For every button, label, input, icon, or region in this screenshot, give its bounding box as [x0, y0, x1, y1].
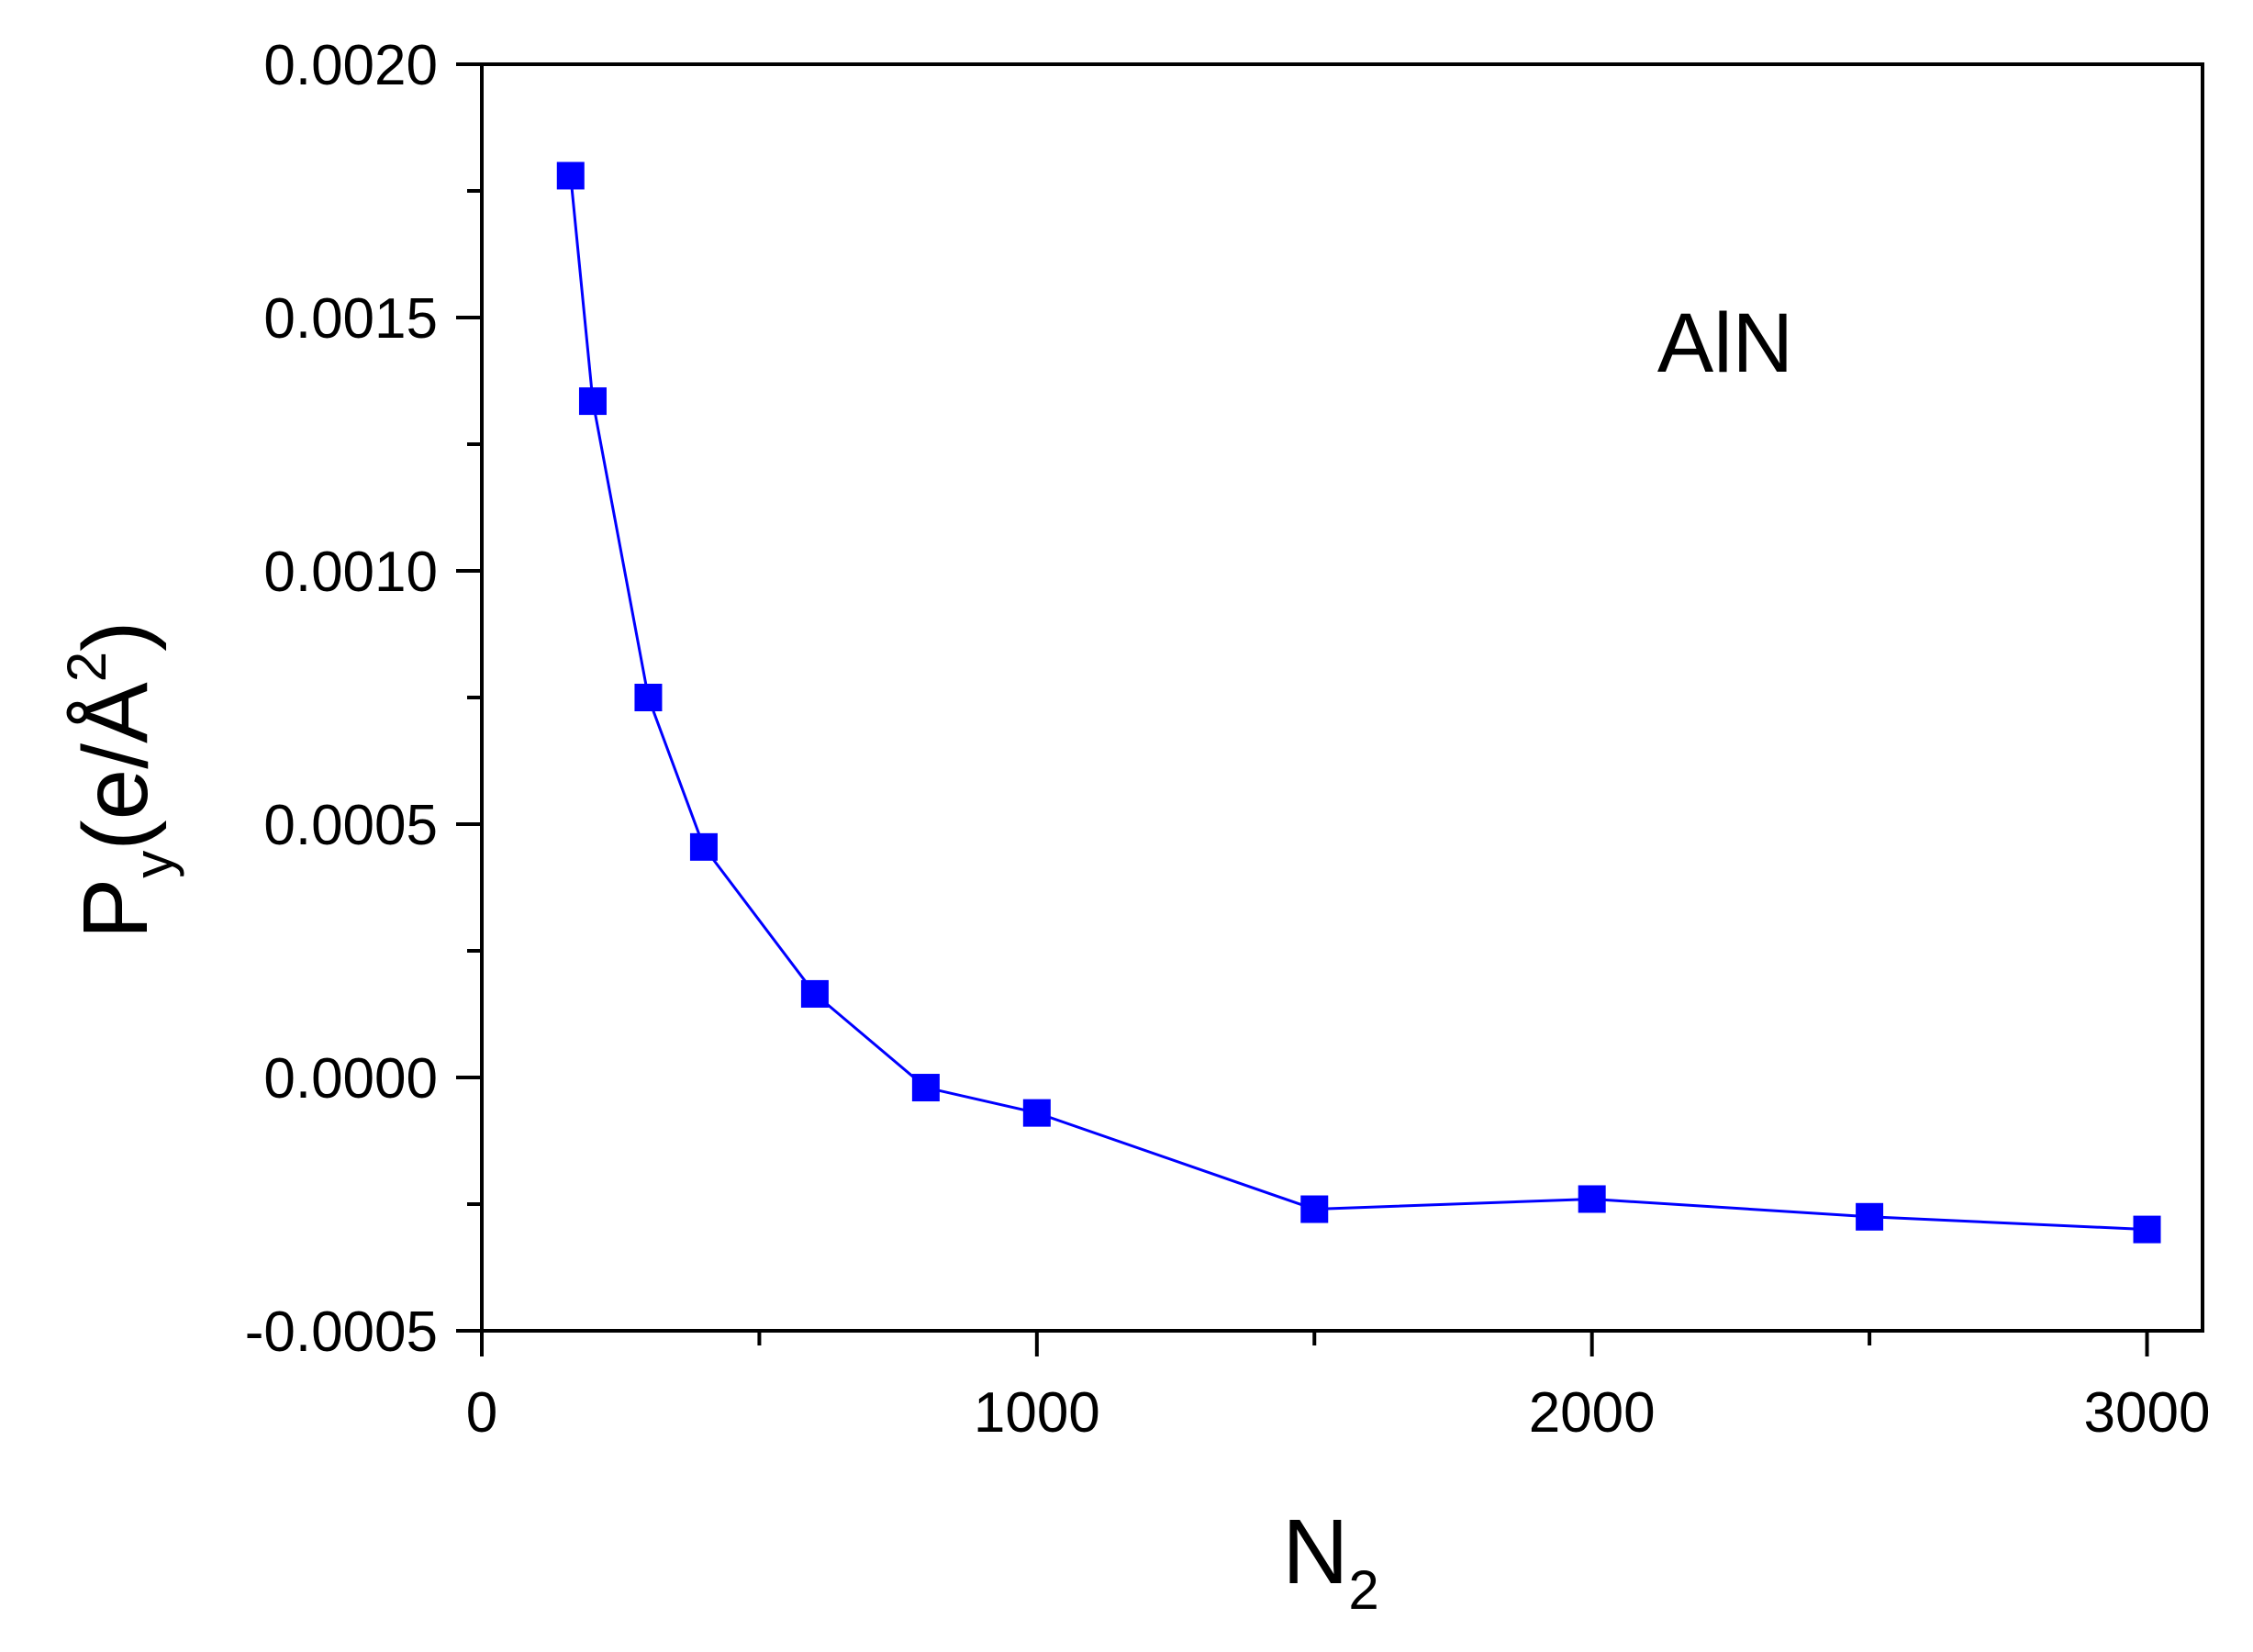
y-axis-title-unit-open: (e/Å — [64, 682, 167, 851]
data-point — [2133, 1215, 2161, 1244]
data-point — [1856, 1202, 1884, 1231]
data-point — [556, 162, 585, 190]
y-tick-label: -0.0005 — [245, 1300, 438, 1364]
x-tick-label: 2000 — [1529, 1381, 1656, 1445]
data-point — [1022, 1099, 1051, 1127]
data-point — [800, 979, 829, 1008]
x-tick-label: 1000 — [974, 1381, 1100, 1445]
y-tick-label: 0.0020 — [263, 34, 438, 97]
plot-frame — [480, 62, 2204, 1333]
series-line — [569, 175, 2147, 1232]
annotation-aln: AlN — [1657, 296, 1793, 390]
y-axis-title-unit-sup: 2 — [56, 652, 117, 682]
x-axis-title-main: N — [1282, 1501, 1348, 1603]
y-axis-title-main: P — [64, 878, 167, 940]
y-tick-label: 0.0000 — [263, 1047, 438, 1111]
data-point — [1300, 1195, 1329, 1223]
x-axis-title: N2 — [1282, 1501, 1379, 1621]
data-point — [1578, 1185, 1606, 1213]
tick-labels: 0 1000 2000 3000 -0.0005 0.0000 0.0005 0.0010 0.… — [245, 34, 2211, 1445]
x-tick-label: 3000 — [2084, 1381, 2211, 1445]
y-tick-label: 0.0010 — [263, 541, 438, 604]
y-axis-title: Py(e/Å2) — [56, 621, 184, 940]
x-tick-label: 0 — [466, 1381, 497, 1445]
x-axis-title-sub: 2 — [1348, 1559, 1378, 1621]
y-tick-label: 0.0005 — [263, 794, 438, 857]
data-point — [578, 387, 607, 416]
y-axis-title-sub: y — [123, 851, 184, 878]
data-point — [634, 684, 663, 711]
y-tick-label: 0.0015 — [263, 287, 438, 351]
data-series — [556, 162, 2161, 1244]
y-axis-title-unit-close: ) — [64, 621, 167, 652]
data-point — [689, 832, 718, 861]
data-point — [911, 1074, 940, 1102]
axis-ticks — [456, 62, 2149, 1356]
